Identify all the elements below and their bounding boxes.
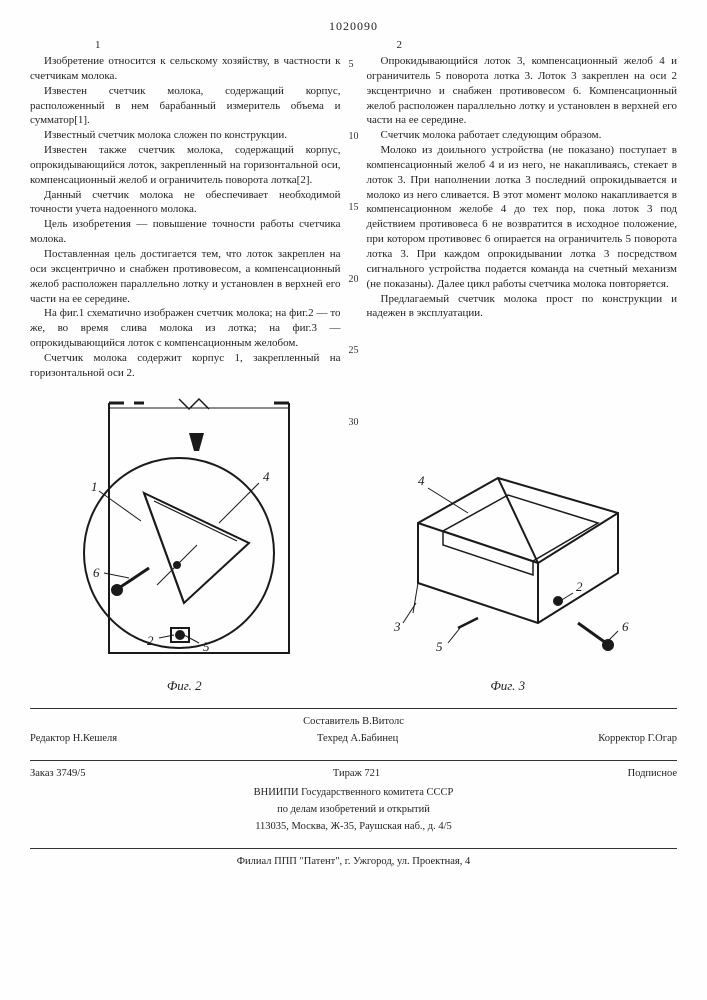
fig3-ref: 3 (393, 619, 401, 634)
tirage: Тираж 721 (333, 767, 380, 782)
figures-row: 1 4 6 2 5 Фиг. 2 (30, 393, 677, 695)
paragraph: Счетчик молока содержит корпус 1, закреп… (30, 351, 341, 381)
paragraph: Известен также счетчик молока, содержащи… (30, 143, 341, 188)
paragraph: Известен счетчик молока, содержащий корп… (30, 84, 341, 129)
paragraph: Данный счетчик молока не обеспечивает не… (30, 188, 341, 218)
figure-3: 4 2 6 3 5 Фиг. 3 (358, 453, 658, 695)
org-line: ВНИИПИ Государственного комитета СССР (30, 786, 677, 801)
separator (30, 708, 677, 709)
fig2-ref: 1 (91, 479, 98, 494)
compiler-line: Составитель В.Витолс (30, 715, 677, 730)
fig3-ref: 4 (418, 473, 425, 488)
fig3-ref: 6 (622, 619, 629, 634)
fig2-ref: 6 (93, 565, 100, 580)
fig2-ref: 4 (263, 469, 270, 484)
credits-row: Редактор Н.Кешеля Техред А.Бабинец Корре… (30, 732, 677, 747)
fig3-ref: 2 (576, 579, 583, 594)
column-number-left: 1 (95, 38, 101, 53)
line-num: 10 (349, 130, 359, 144)
line-num: 15 (349, 201, 359, 215)
compiler-label: Составитель (303, 716, 359, 727)
separator (30, 760, 677, 761)
figure-3-svg: 4 2 6 3 5 (358, 453, 658, 673)
figure-3-label: Фиг. 3 (490, 677, 525, 695)
patent-page: 1020090 1 2 5 10 15 20 25 30 Изобретение… (0, 0, 707, 1000)
address-line: 113035, Москва, Ж-35, Раушская наб., д. … (30, 820, 677, 835)
left-column: Изобретение относится к сельскому хозяйс… (30, 54, 341, 381)
compiler-name: В.Витолс (362, 716, 404, 727)
order: Заказ 3749/5 (30, 767, 85, 782)
paragraph: Предлагаемый счетчик молока прост по кон… (367, 292, 678, 322)
line-num: 5 (349, 58, 359, 72)
line-num: 30 (349, 416, 359, 430)
line-num: 20 (349, 273, 359, 287)
paragraph: Цель изобретения — повышение точности ра… (30, 217, 341, 247)
fig3-ref: 5 (436, 639, 443, 654)
figure-2: 1 4 6 2 5 Фиг. 2 (49, 393, 319, 695)
figure-2-label: Фиг. 2 (167, 677, 202, 695)
fig2-ref: 5 (203, 639, 210, 654)
signed: Подписное (628, 767, 677, 782)
paragraph: Опрокидывающийся лоток 3, компенсационны… (367, 54, 678, 128)
fig2-ref: 2 (147, 633, 154, 648)
branch-line: Филиал ППП "Патент", г. Ужгород, ул. Про… (30, 855, 677, 870)
paragraph: Изобретение относится к сельскому хозяйс… (30, 54, 341, 84)
paragraph: Известный счетчик молока сложен по конст… (30, 128, 341, 143)
paragraph: Счетчик молока работает следующим образо… (367, 128, 678, 143)
right-column: Опрокидывающийся лоток 3, компенсационны… (367, 54, 678, 381)
paragraph: На фиг.1 схематично изображен счетчик мо… (30, 306, 341, 351)
line-number-gutter: 5 10 15 20 25 30 (349, 58, 359, 429)
techred: Техред А.Бабинец (317, 732, 398, 747)
corrector: Корректор Г.Огар (598, 732, 677, 747)
separator (30, 848, 677, 849)
colophon: Составитель В.Витолс Редактор Н.Кешеля Т… (30, 715, 677, 870)
document-number: 1020090 (329, 18, 378, 34)
column-number-right: 2 (397, 38, 403, 53)
org-line2: по делам изобретений и открытий (30, 803, 677, 818)
editor: Редактор Н.Кешеля (30, 732, 117, 747)
figure-2-svg: 1 4 6 2 5 (49, 393, 319, 673)
paragraph: Молоко из доильного устройства (не показ… (367, 143, 678, 291)
paragraph: Поставленная цель достигается тем, что л… (30, 247, 341, 306)
order-row: Заказ 3749/5 Тираж 721 Подписное (30, 767, 677, 782)
line-num: 25 (349, 344, 359, 358)
